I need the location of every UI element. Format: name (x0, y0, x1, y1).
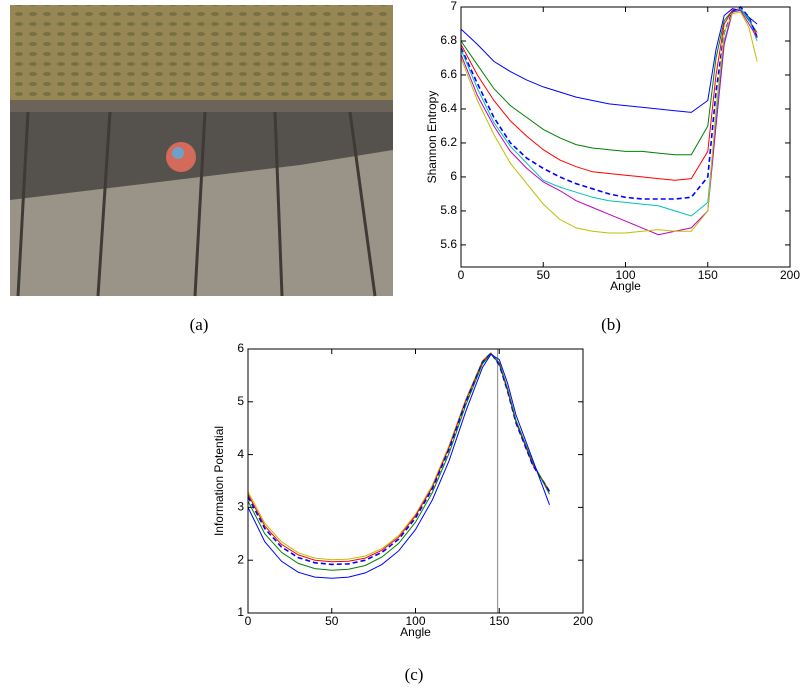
x-tick-label: 0 (458, 268, 465, 282)
y-tick-label: 4 (237, 447, 244, 461)
y-tick-label: 7 (450, 0, 457, 13)
y-tick-label: 3 (237, 500, 244, 514)
x-tick-label: 200 (780, 268, 800, 282)
x-tick-label: 0 (245, 614, 252, 628)
x-tick-label: 50 (537, 268, 551, 282)
series-line (247, 353, 550, 571)
axes-frame (460, 6, 791, 268)
x-axis-label: Angle (400, 625, 431, 639)
y-tick-label: 5.8 (440, 203, 457, 217)
series-line (460, 8, 758, 156)
x-tick-label: 50 (325, 614, 339, 628)
y-tick-label: 5.6 (440, 237, 457, 251)
plot-area (461, 7, 790, 267)
y-axis-label: Shannon Entropy (425, 91, 439, 184)
plot-area (248, 349, 583, 613)
x-tick-label: 100 (615, 268, 635, 282)
series-line (460, 11, 758, 234)
y-tick-label: 6 (237, 341, 244, 355)
y-axis-label: Information Potential (212, 426, 226, 536)
caption: (b) (601, 315, 621, 334)
photo (10, 5, 393, 297)
y-tick-label: 6.8 (440, 33, 457, 47)
series-line (460, 8, 758, 113)
y-tick-label: 1 (237, 605, 244, 619)
series-line (247, 352, 550, 563)
caption: (c) (405, 665, 424, 684)
x-axis-label: Angle (610, 279, 641, 293)
x-tick-label: 200 (573, 614, 593, 628)
series-line (247, 353, 550, 579)
axes-frame (247, 348, 584, 614)
y-tick-label: 2 (237, 552, 244, 566)
x-tick-label: 100 (405, 614, 425, 628)
series-line (460, 9, 758, 236)
series-line (460, 8, 758, 181)
x-tick-label: 150 (698, 268, 718, 282)
x-tick-label: 150 (489, 614, 509, 628)
y-tick-label: 6.4 (440, 101, 457, 115)
y-tick-label: 5 (237, 394, 244, 408)
caption: (a) (190, 315, 209, 334)
y-tick-label: 6.2 (440, 135, 457, 149)
y-tick-label: 6 (450, 169, 457, 183)
y-tick-label: 6.6 (440, 67, 457, 81)
